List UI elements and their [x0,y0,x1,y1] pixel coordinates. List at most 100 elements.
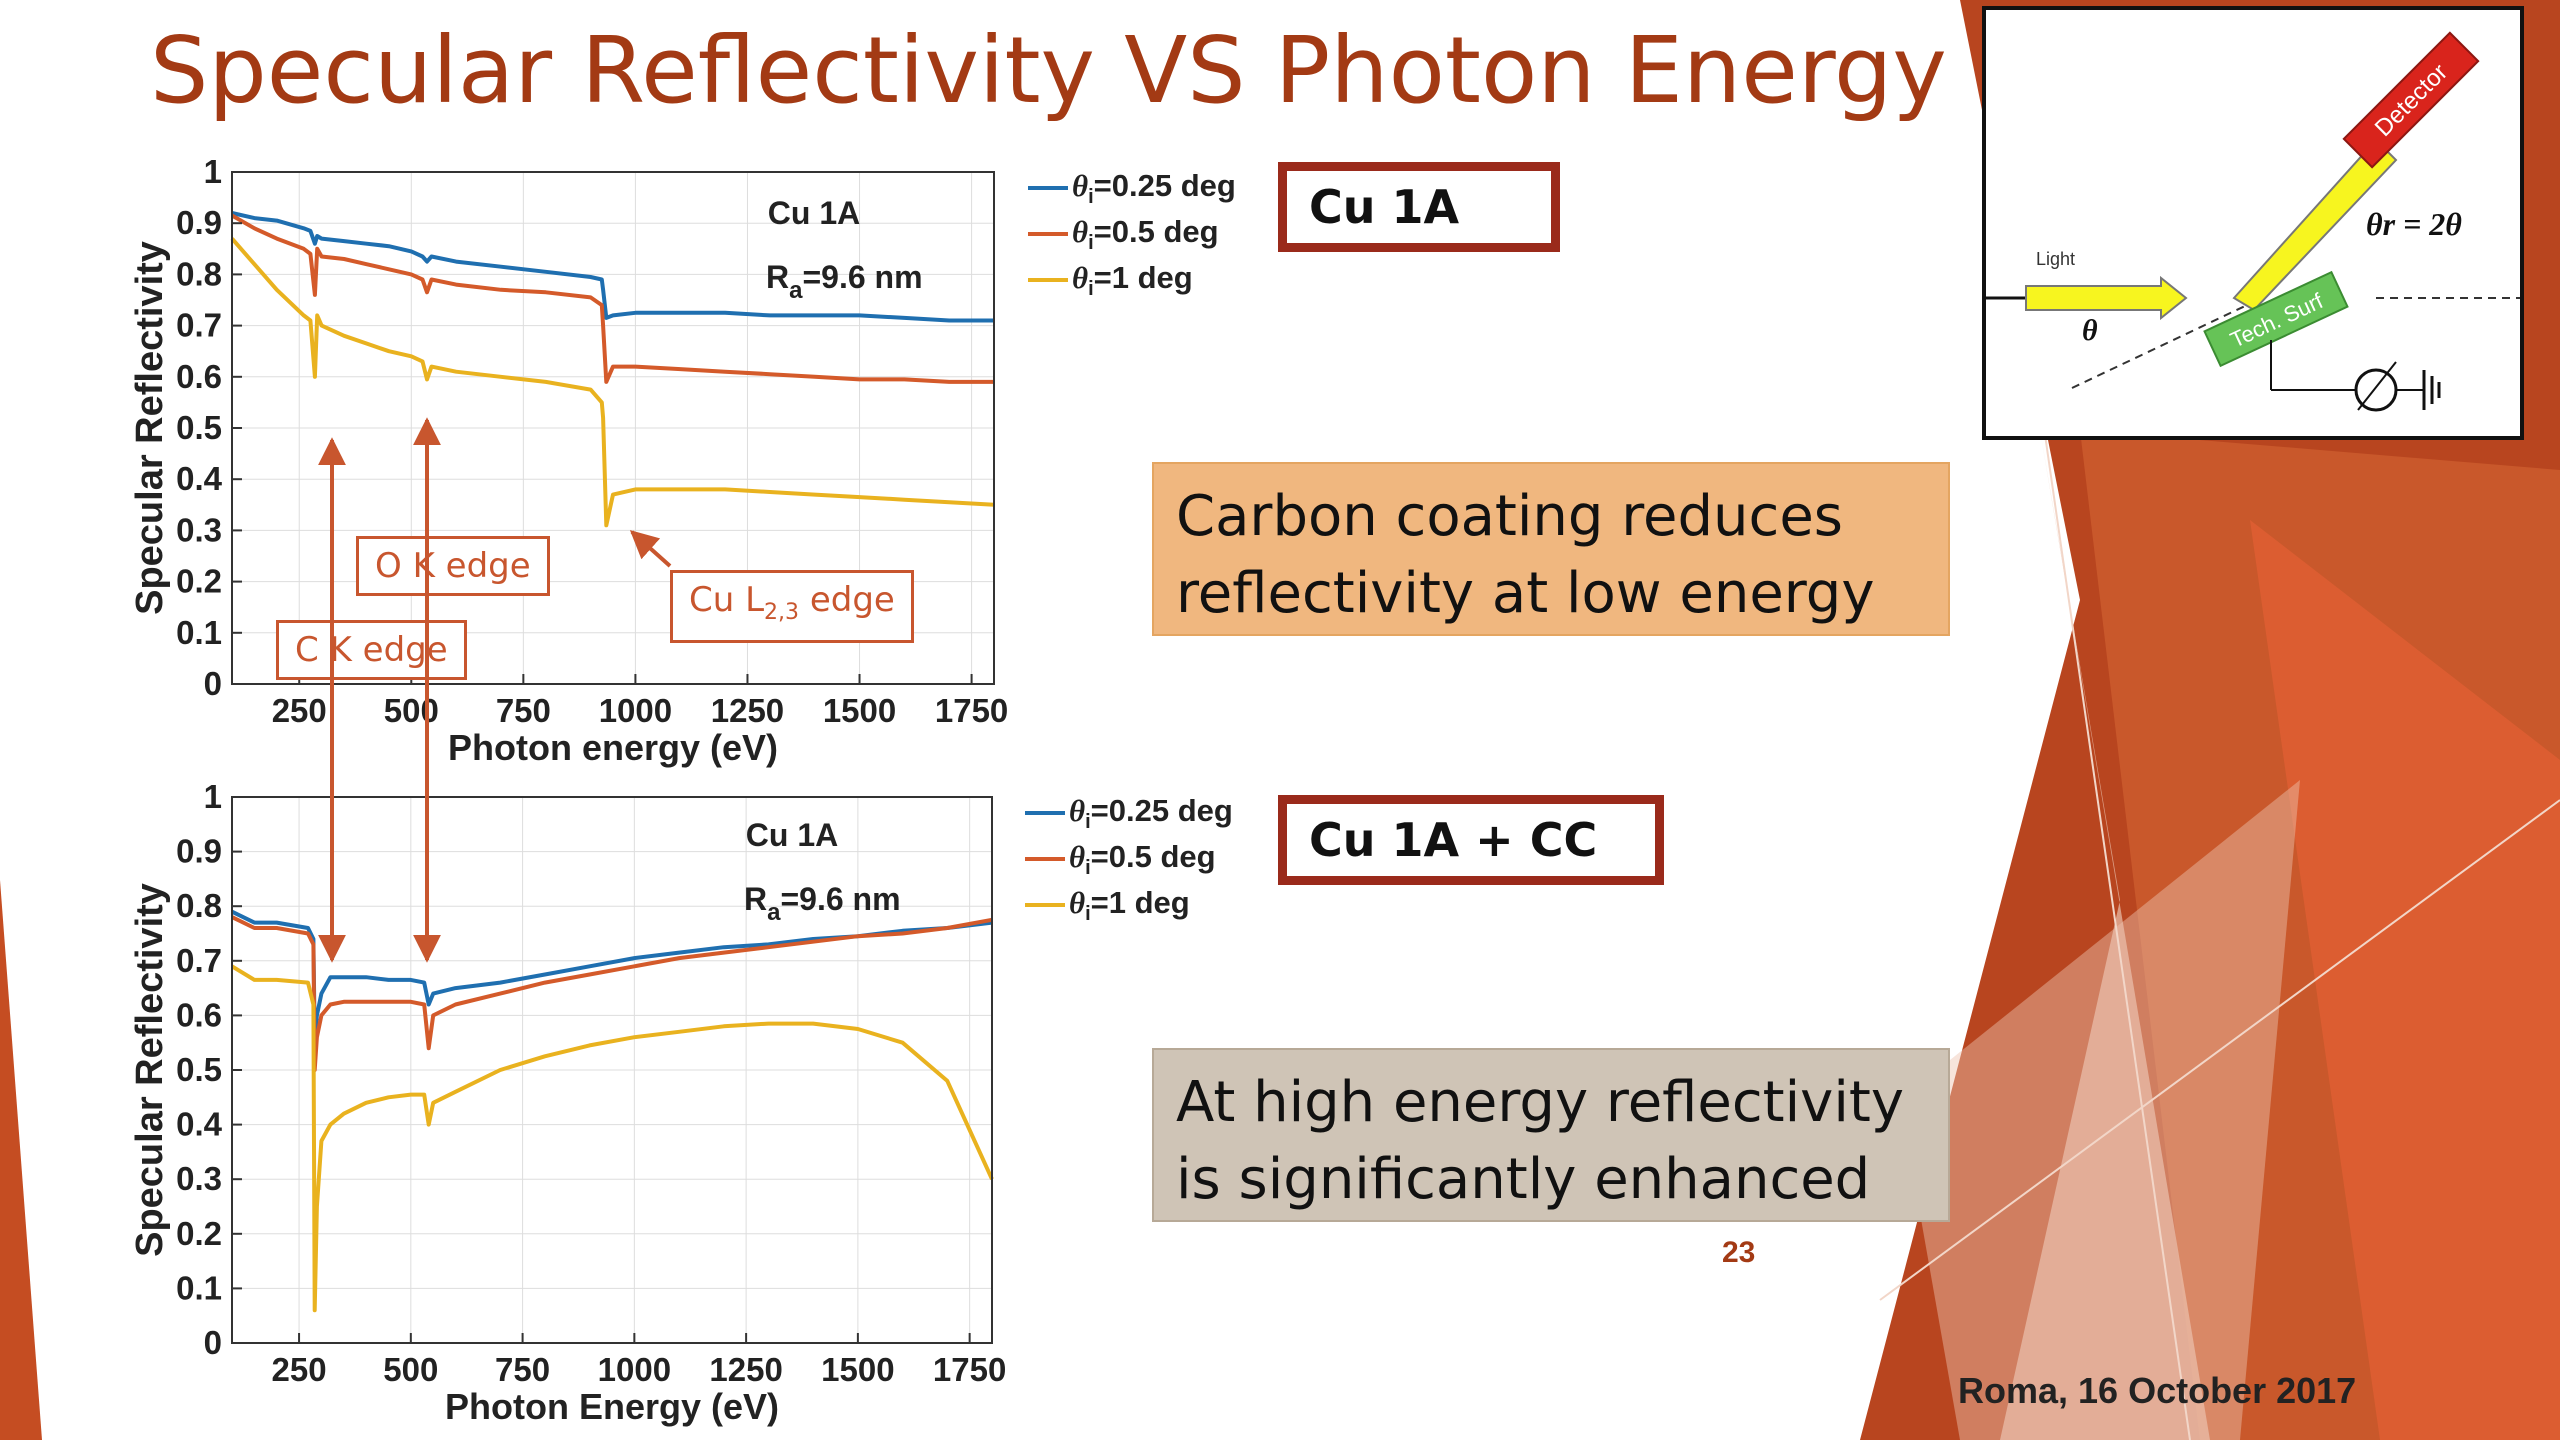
chart-0-ytick-label: 1 [204,153,222,190]
legend-value: =0.25 deg [1090,792,1233,828]
cu-l-edge-label: Cu L2,3 edge [670,570,914,643]
tech-surf-block [2203,270,2349,368]
legend-sub: i [1085,902,1091,925]
legend-swatch [1025,903,1065,907]
legend-item-1: θi=0.5 deg [1025,836,1233,882]
legend-label: θi=1 deg [1069,885,1190,926]
callout-top: Carbon coating reduces reflectivity at l… [1152,462,1950,636]
theta-r-label: θr = 2θ [2366,206,2462,242]
chart-0-xtick-label: 500 [384,692,439,729]
legend-theta: θ [1069,838,1086,874]
chart-1-ytick-label: 0.4 [176,1106,223,1143]
chart-1-ytick-label: 0.5 [176,1051,222,1088]
callout-bottom-line2: is significantly enhanced [1176,1147,1871,1212]
light-beam [2025,275,2188,321]
chart-1-ytick-label: 0.2 [176,1215,222,1252]
bg-right-light-shape [2000,430,2210,1440]
legend-item-2: θi=1 deg [1028,257,1236,303]
legend-label: θi=0.25 deg [1072,168,1236,209]
chart-1-annotation-sample: Cu 1A [746,817,838,853]
diagram-svg: Tech. Surf Detector Light θ θr = 2θ [1986,31,2520,412]
bg-right-orange-shape [2250,520,2560,1440]
cu-l-edge-main: Cu L [689,580,765,620]
legend-sub: i [1088,231,1094,254]
chart-1-xtick-label: 1750 [933,1351,1006,1388]
legend-sub: i [1085,856,1091,879]
chart-1-annotation-ra-value: =9.6 nm [780,881,900,917]
light-label: Light [2036,249,2075,269]
legend-sub: i [1085,810,1091,833]
chart-1-annotation-ra: Ra=9.6 nm [744,881,901,926]
chart-1-xtick-label: 250 [272,1351,327,1388]
detector-block [2342,31,2480,169]
chart-1-xtick-label: 750 [495,1351,550,1388]
chart-0-ytick-label: 0.3 [176,511,222,548]
legend-swatch [1028,278,1068,282]
chart-0-xtick-label: 250 [272,692,327,729]
chart-0-ytick-label: 0.6 [176,358,222,395]
chart-0-xtick-label: 1750 [935,692,1008,729]
chart-0-ytick-label: 0.5 [176,409,222,446]
chart-0-series-2-line [230,237,995,528]
chart-1-xtick-label: 1250 [709,1351,782,1388]
chart-0-annotation-ra-sub: a [789,277,803,304]
chart-1-annotation-ra-sub: a [767,899,781,926]
chart-0-ytick-label: 0 [204,665,222,702]
chart-1-xtick-label: 500 [383,1351,438,1388]
theta-label: θ [2082,314,2098,347]
reflected-beam [2232,138,2398,312]
bg-left-shape [0,880,42,1440]
chart-0-ytick-label: 0.7 [176,307,222,344]
legend-item-1: θi=0.5 deg [1028,211,1236,257]
callout-top-line1: Carbon coating reduces [1176,484,1843,549]
chart-0-annotation-ra-value: =9.6 nm [802,259,922,295]
chart-1-series-2-line [230,964,994,1313]
legend-value: =1 deg [1090,884,1190,920]
c-k-edge-label: C K edge [276,620,467,680]
slide-title: Specular Reflectivity VS Photon Energy [150,17,1947,124]
chart-1-xtick-label: 1500 [821,1351,894,1388]
legend-swatch [1028,232,1068,236]
reflectometry-diagram: Tech. Surf Detector Light θ θr = 2θ [1982,6,2524,440]
surface-normal-dashed [2071,297,2263,389]
bg-thin-line [2039,399,2191,1440]
legend-top-chart: θi=0.25 deg θi=0.5 deg θi=1 deg [1028,165,1236,303]
legend-swatch [1025,811,1065,815]
sample-label-bottom: Cu 1A + CC [1278,795,1664,885]
bg-right-pale-shape [1900,780,2300,1440]
chart-1-ytick-label: 0.8 [176,887,222,924]
legend-theta: θ [1069,884,1086,920]
legend-label: θi=1 deg [1072,260,1193,301]
chart-0-annotation-ra: Ra=9.6 nm [766,259,923,304]
chart-0-ylabel: Specular Reflectivity [129,241,171,615]
legend-theta: θ [1069,792,1086,828]
legend-value: =0.5 deg [1090,838,1216,874]
legend-value: =0.5 deg [1093,213,1219,249]
chart-0-xtick-label: 1250 [711,692,784,729]
callout-bottom-line1: At high energy reflectivity [1176,1070,1904,1135]
legend-theta: θ [1072,213,1089,249]
chart-1-group [230,796,994,1344]
legend-swatch [1028,186,1068,190]
chart-0-ytick-label: 0.4 [176,460,223,497]
page-number: 23 [1722,1236,1756,1269]
legend-theta: θ [1072,259,1089,295]
legend-item-2: θi=1 deg [1025,882,1233,928]
legend-value: =0.25 deg [1093,167,1236,203]
chart-0-series-0-line [231,211,994,323]
chart-0-series-1-line [231,213,994,384]
legend-item-0: θi=0.25 deg [1028,165,1236,211]
chart-1-ytick-label: 0.6 [176,996,222,1033]
chart-1-ytick-label: 0.1 [176,1269,222,1306]
legend-label: θi=0.5 deg [1069,839,1216,880]
legend-value: =1 deg [1093,259,1193,295]
chart-0-xtick-label: 1000 [599,692,672,729]
chart-1-ytick-label: 1 [204,778,222,815]
chart-0-xtick-label: 750 [496,692,551,729]
chart-1-ytick-label: 0.9 [176,833,222,870]
chart-1-ytick-label: 0.3 [176,1160,222,1197]
ammeter-needle [2357,361,2397,411]
legend-label: θi=0.5 deg [1072,214,1219,255]
chart-0-annotation-ra-main: R [766,259,789,295]
